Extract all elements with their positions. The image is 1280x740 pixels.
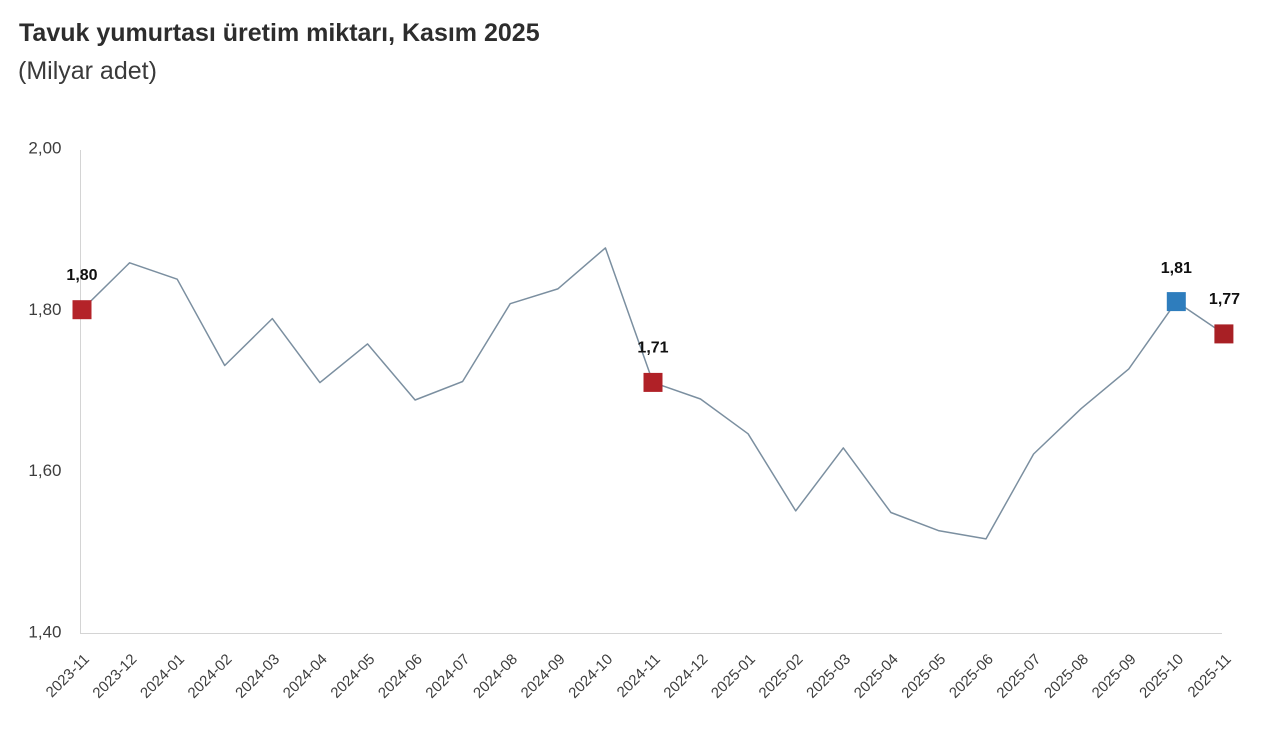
svg-text:1,81: 1,81 — [1161, 260, 1192, 277]
svg-text:1,71: 1,71 — [637, 339, 668, 356]
svg-text:1,80: 1,80 — [66, 267, 97, 284]
svg-text:1,40: 1,40 — [28, 623, 61, 642]
svg-text:Tavuk yumurtası üretim miktarı: Tavuk yumurtası üretim miktarı, Kasım 20… — [19, 19, 540, 47]
svg-text:2,00: 2,00 — [28, 138, 61, 157]
svg-text:(Milyar adet): (Milyar adet) — [18, 57, 157, 85]
svg-text:1,77: 1,77 — [1209, 291, 1240, 308]
svg-text:1,80: 1,80 — [28, 300, 61, 319]
svg-text:1,60: 1,60 — [28, 461, 61, 480]
